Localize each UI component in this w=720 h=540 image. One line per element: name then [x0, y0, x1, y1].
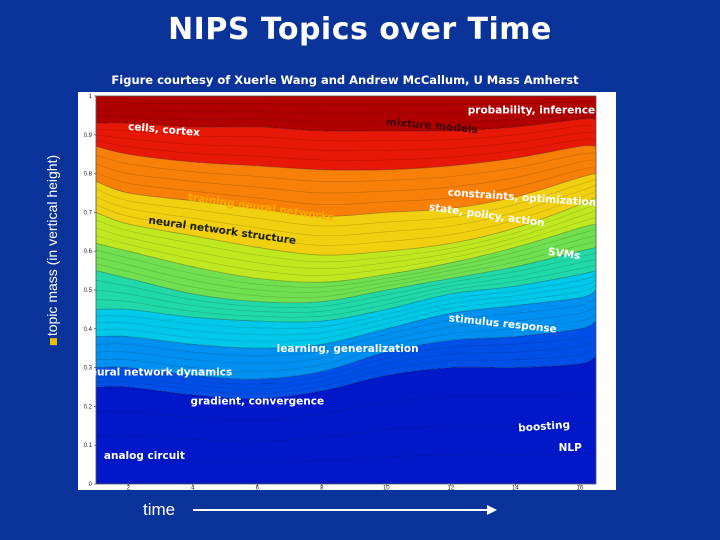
y-tick-label: 0.8 [84, 172, 93, 178]
topic-contour [96, 252, 596, 308]
topic-contour [96, 184, 596, 237]
topic-label: probability, inference [468, 104, 595, 116]
area-band [96, 356, 596, 484]
topic-contour [96, 284, 596, 342]
topic-contour [96, 210, 596, 270]
y-tick-label: 0.6 [84, 249, 93, 255]
x-tick-label: 2 [127, 486, 131, 491]
stacked-area-chart: 00.10.20.30.40.50.60.70.80.912 4 6 8 10 12 14 1… [78, 92, 616, 490]
area-band [96, 196, 596, 283]
topic-contour [96, 313, 596, 372]
topic-contour [96, 451, 596, 464]
topic-label: boosting [518, 419, 571, 435]
topic-contour [96, 159, 596, 194]
area-band [96, 290, 596, 380]
topic-contour [96, 179, 596, 227]
topic-contour [96, 235, 596, 293]
bullet-icon [49, 338, 57, 346]
topic-contour [96, 229, 596, 288]
topic-contour [96, 138, 596, 161]
y-tick-label: 0.3 [84, 366, 93, 372]
area-band [96, 247, 596, 323]
topic-contour [96, 264, 596, 318]
band-boundary [96, 145, 596, 171]
topic-label: analog circuit [104, 450, 185, 462]
topic-contour [96, 166, 596, 206]
topic-contour [96, 203, 596, 263]
topic-contour [96, 329, 596, 385]
topic-contour [96, 125, 596, 142]
y-tick-label: 0.7 [84, 210, 93, 216]
band-boundary [96, 246, 596, 304]
x-tick-label: 12 [447, 486, 454, 491]
area-band [96, 321, 596, 399]
y-tick-label: 0.1 [84, 443, 93, 449]
y-tick-label: 0.9 [84, 133, 93, 139]
topic-contour [96, 305, 596, 365]
topic-contour [96, 419, 596, 442]
topic-contour [96, 131, 596, 151]
area-band [96, 96, 596, 132]
y-tick-label: 0 [89, 482, 93, 488]
y-tick-label: 0.5 [84, 288, 93, 294]
topic-contour [96, 241, 596, 298]
topic-contour [96, 101, 596, 106]
y-axis-label-text: topic mass (in vertical height) [44, 154, 60, 337]
topic-label: learning, generalization [277, 343, 419, 355]
x-tick-label: 10 [383, 486, 390, 491]
band-boundary [96, 270, 596, 323]
x-tick-label: 8 [320, 486, 324, 491]
topic-label: NLP [559, 442, 582, 454]
x-tick-label: 16 [577, 486, 584, 491]
topic-contour [96, 152, 596, 182]
topic-contour [96, 338, 596, 390]
topic-label: gradient, convergence [190, 395, 324, 407]
area-band [96, 224, 596, 303]
band-boundary [96, 118, 596, 132]
topic-contour [96, 112, 596, 123]
band-boundary [96, 223, 596, 283]
chart-title: NIPS Topics over Time [168, 12, 552, 47]
y-axis-label: topic mass (in vertical height) [44, 154, 60, 346]
area-band [96, 173, 596, 256]
band-boundary [96, 196, 596, 256]
x-tick-label: 14 [512, 486, 519, 491]
topic-contour [96, 387, 596, 421]
area-bands [96, 96, 596, 484]
topic-contour [96, 258, 596, 313]
topic-contour [96, 217, 596, 276]
time-arrow-line [193, 509, 489, 511]
band-boundary [96, 173, 596, 217]
band-boundary [96, 289, 596, 349]
topic-label: SVMs [547, 246, 581, 262]
topic-contour [96, 190, 596, 246]
topic-label: neural network dynamics [82, 366, 232, 378]
band-boundary [96, 355, 596, 400]
band-boundary [96, 320, 596, 380]
area-band [96, 145, 596, 217]
x-tick-label: 4 [191, 486, 195, 491]
arrow-right-icon [487, 505, 497, 515]
topic-contour [96, 297, 596, 357]
area-band [96, 270, 596, 349]
area-band [96, 118, 596, 171]
topic-contour [96, 107, 596, 114]
topic-contour [96, 275, 596, 329]
chart-subtitle: Figure courtesy of Xuerle Wang and Andre… [111, 73, 579, 87]
y-tick-label: 1 [89, 94, 93, 100]
y-tick-label: 0.4 [84, 327, 93, 333]
topic-contour [96, 280, 596, 336]
x-axis-label: time [143, 500, 176, 519]
x-tick-label: 6 [256, 486, 260, 491]
topic-contour [96, 346, 596, 395]
y-tick-label: 0.2 [84, 404, 93, 410]
